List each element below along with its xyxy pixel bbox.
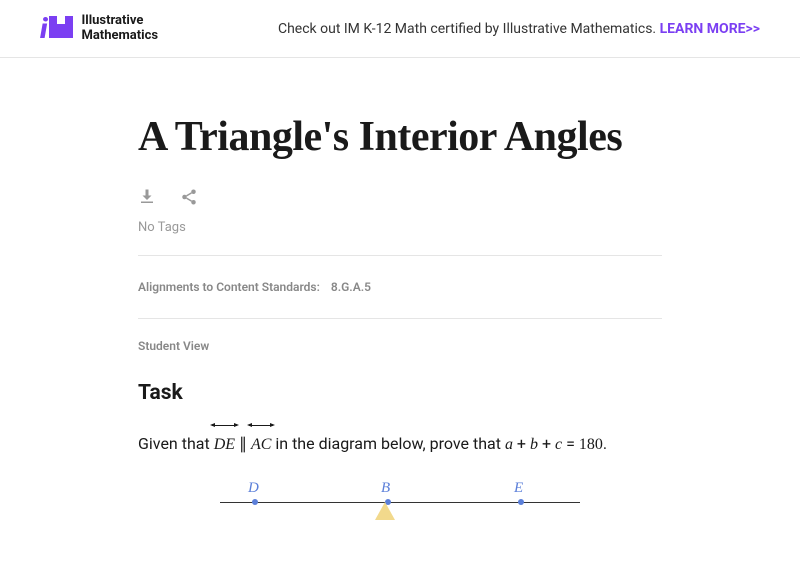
student-view-link[interactable]: Student View [138,319,662,381]
math-parallel: ∥ [235,434,251,453]
triangle-diagram: D B E [220,480,580,520]
math-180: 180 [579,431,603,460]
diagram-label-d: D [248,480,259,497]
tags-section: No Tags [138,220,662,256]
main-content: A Triangle's Interior Angles No Tags Ali… [138,58,662,520]
banner: Check out IM K-12 Math certified by Illu… [278,21,760,37]
math-plus1: + [513,434,530,453]
site-header: i Illustrative Mathematics Check out IM … [0,0,800,58]
alignments-label: Alignments to Content Standards: [138,280,320,294]
task-suffix: . [603,434,607,453]
diagram-triangle-tip [375,502,395,520]
logo-text: Illustrative Mathematics [81,14,158,43]
task-body: Given that DE ∥ AC in the diagram below,… [138,425,662,460]
task-mid: in the diagram below, prove that [271,434,505,453]
alignments-code[interactable]: 8.G.A.5 [331,280,371,294]
diagram-label-b: B [381,480,390,497]
page-title: A Triangle's Interior Angles [138,114,662,160]
math-plus2: + [538,434,555,453]
diagram-point-d [252,499,258,505]
logo-i-icon: i [40,12,47,45]
learn-more-link[interactable]: LEARN MORE>> [660,21,760,37]
math-c: c [555,431,562,460]
math-b: b [530,431,538,460]
logo-mark: i [40,12,73,45]
diagram-line-de [220,502,580,503]
task-heading: Task [138,381,662,405]
download-icon[interactable] [138,188,156,206]
logo-m-icon [49,14,73,38]
math-a: a [505,431,513,460]
share-icon[interactable] [180,188,198,206]
alignments-section: Alignments to Content Standards: 8.G.A.5 [138,256,662,319]
banner-text: Check out IM K-12 Math certified by Illu… [278,21,660,37]
math-line-de: DE [214,425,235,460]
diagram-point-e [518,499,524,505]
logo[interactable]: i Illustrative Mathematics [40,12,158,45]
task-prefix: Given that [138,434,214,453]
logo-line1: Illustrative [81,14,158,28]
math-eq: = [562,434,579,453]
math-line-ac: AC [251,425,271,460]
diagram-label-e: E [514,480,523,497]
action-bar [138,188,662,206]
logo-line2: Mathematics [81,29,158,43]
